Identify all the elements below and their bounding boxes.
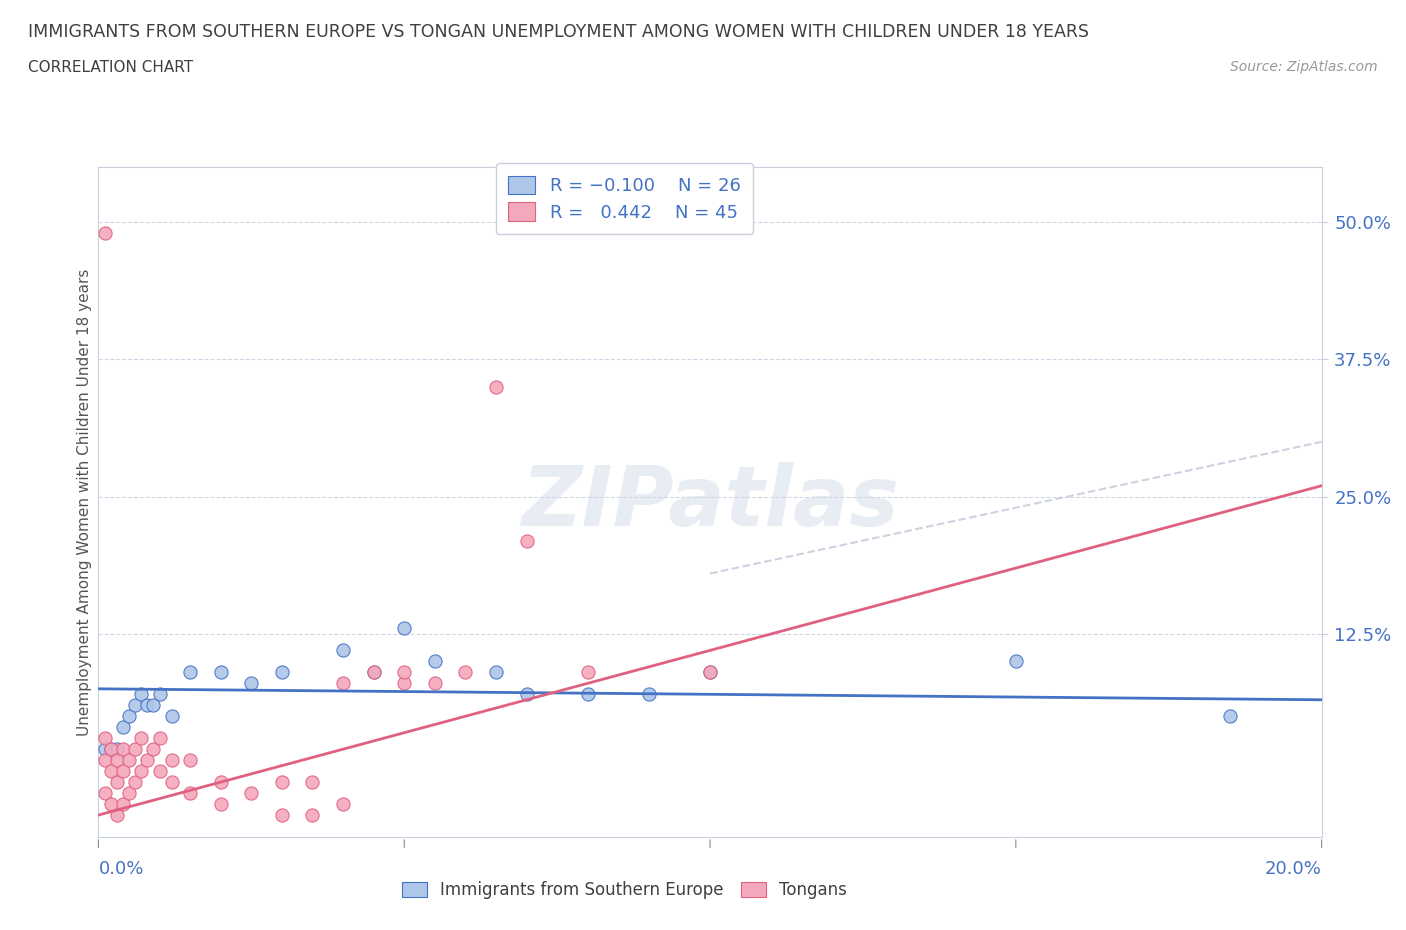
Point xyxy=(485,379,508,394)
Point xyxy=(699,665,721,680)
Point xyxy=(423,676,446,691)
Point xyxy=(179,752,201,767)
Point xyxy=(576,687,599,702)
Point xyxy=(576,665,599,680)
Point xyxy=(1004,654,1026,669)
Point xyxy=(392,676,416,691)
Text: Source: ZipAtlas.com: Source: ZipAtlas.com xyxy=(1230,60,1378,74)
Point xyxy=(93,226,115,241)
Point xyxy=(100,797,122,812)
Legend: Immigrants from Southern Europe, Tongans: Immigrants from Southern Europe, Tongans xyxy=(395,874,853,906)
Point xyxy=(105,742,128,757)
Point xyxy=(423,654,446,669)
Point xyxy=(516,687,538,702)
Point xyxy=(209,797,232,812)
Point xyxy=(332,797,354,812)
Point xyxy=(270,807,292,822)
Text: 20.0%: 20.0% xyxy=(1265,860,1322,878)
Point xyxy=(332,643,354,658)
Point xyxy=(149,764,172,778)
Point xyxy=(100,742,122,757)
Point xyxy=(136,698,159,712)
Point xyxy=(100,742,122,757)
Point xyxy=(118,709,141,724)
Point xyxy=(111,742,134,757)
Point xyxy=(454,665,477,680)
Point xyxy=(129,687,152,702)
Point xyxy=(301,807,323,822)
Point xyxy=(332,676,354,691)
Point xyxy=(93,786,115,801)
Point xyxy=(118,786,141,801)
Point xyxy=(111,720,134,735)
Point xyxy=(485,665,508,680)
Point xyxy=(240,676,263,691)
Text: 0.0%: 0.0% xyxy=(98,860,143,878)
Point xyxy=(136,752,159,767)
Point xyxy=(142,742,165,757)
Point xyxy=(637,687,661,702)
Point xyxy=(129,764,152,778)
Point xyxy=(160,775,183,790)
Point xyxy=(111,764,134,778)
Point xyxy=(699,665,721,680)
Point xyxy=(105,807,128,822)
Point xyxy=(105,752,128,767)
Text: IMMIGRANTS FROM SOUTHERN EUROPE VS TONGAN UNEMPLOYMENT AMONG WOMEN WITH CHILDREN: IMMIGRANTS FROM SOUTHERN EUROPE VS TONGA… xyxy=(28,23,1090,41)
Point xyxy=(129,731,152,746)
Point xyxy=(124,698,146,712)
Point xyxy=(392,621,416,636)
Point xyxy=(363,665,385,680)
Text: CORRELATION CHART: CORRELATION CHART xyxy=(28,60,193,75)
Point xyxy=(142,698,165,712)
Point xyxy=(209,665,232,680)
Point xyxy=(160,752,183,767)
Point xyxy=(363,665,385,680)
Point xyxy=(179,786,201,801)
Point xyxy=(209,775,232,790)
Point xyxy=(516,533,538,548)
Point xyxy=(149,731,172,746)
Point xyxy=(301,775,323,790)
Point xyxy=(93,742,115,757)
Point xyxy=(100,764,122,778)
Point xyxy=(124,775,146,790)
Point xyxy=(118,752,141,767)
Point xyxy=(124,742,146,757)
Point xyxy=(270,775,292,790)
Point xyxy=(270,665,292,680)
Point xyxy=(179,665,201,680)
Point xyxy=(149,687,172,702)
Point xyxy=(93,752,115,767)
Point xyxy=(240,786,263,801)
Text: ZIPatlas: ZIPatlas xyxy=(522,461,898,543)
Point xyxy=(111,797,134,812)
Y-axis label: Unemployment Among Women with Children Under 18 years: Unemployment Among Women with Children U… xyxy=(77,269,91,736)
Point xyxy=(93,731,115,746)
Point xyxy=(160,709,183,724)
Point xyxy=(392,665,416,680)
Point xyxy=(1219,709,1241,724)
Point xyxy=(105,775,128,790)
